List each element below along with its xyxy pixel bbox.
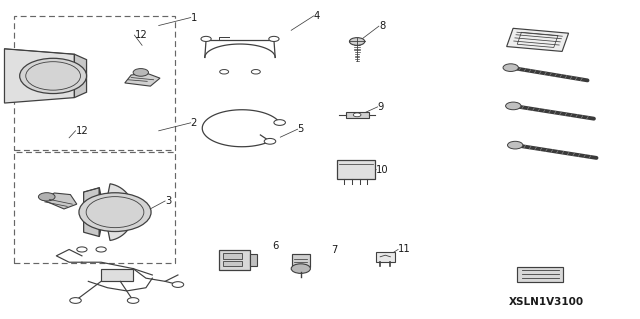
Circle shape	[508, 141, 523, 149]
Bar	[376, 252, 395, 262]
Circle shape	[38, 193, 55, 201]
Polygon shape	[4, 49, 74, 103]
Polygon shape	[507, 28, 568, 51]
Circle shape	[291, 264, 310, 273]
Polygon shape	[42, 193, 77, 209]
Bar	[219, 250, 250, 270]
Circle shape	[96, 247, 106, 252]
Circle shape	[252, 70, 260, 74]
Bar	[223, 253, 242, 259]
Bar	[346, 112, 369, 118]
Circle shape	[220, 70, 228, 74]
Circle shape	[201, 36, 211, 41]
Bar	[223, 261, 242, 266]
Circle shape	[127, 298, 139, 303]
Circle shape	[274, 120, 285, 125]
Text: 12: 12	[134, 30, 147, 40]
Text: 2: 2	[191, 118, 197, 128]
Ellipse shape	[20, 58, 86, 93]
Text: 10: 10	[376, 165, 389, 175]
Bar	[101, 269, 133, 281]
Circle shape	[172, 282, 184, 287]
Text: 6: 6	[272, 241, 278, 251]
Circle shape	[264, 138, 276, 144]
Circle shape	[503, 64, 518, 71]
Bar	[517, 267, 563, 282]
Circle shape	[269, 36, 279, 41]
Bar	[250, 254, 257, 266]
Circle shape	[77, 247, 87, 252]
Text: 8: 8	[379, 21, 385, 31]
Text: 7: 7	[332, 245, 338, 256]
Circle shape	[353, 113, 361, 117]
Circle shape	[506, 102, 521, 110]
Circle shape	[349, 38, 365, 45]
Text: 5: 5	[298, 124, 304, 134]
Circle shape	[133, 69, 148, 76]
Polygon shape	[125, 73, 160, 86]
Ellipse shape	[79, 193, 151, 232]
Text: 1: 1	[191, 12, 197, 23]
Text: XSLN1V3100: XSLN1V3100	[509, 297, 584, 307]
Polygon shape	[99, 184, 134, 241]
Text: 11: 11	[398, 244, 411, 255]
Polygon shape	[84, 188, 99, 237]
Circle shape	[70, 298, 81, 303]
Text: 12: 12	[76, 126, 88, 136]
Text: 3: 3	[165, 196, 172, 206]
Bar	[292, 254, 310, 267]
Polygon shape	[74, 54, 86, 98]
Text: 9: 9	[378, 102, 384, 112]
Bar	[337, 160, 375, 179]
Text: 4: 4	[314, 11, 320, 21]
